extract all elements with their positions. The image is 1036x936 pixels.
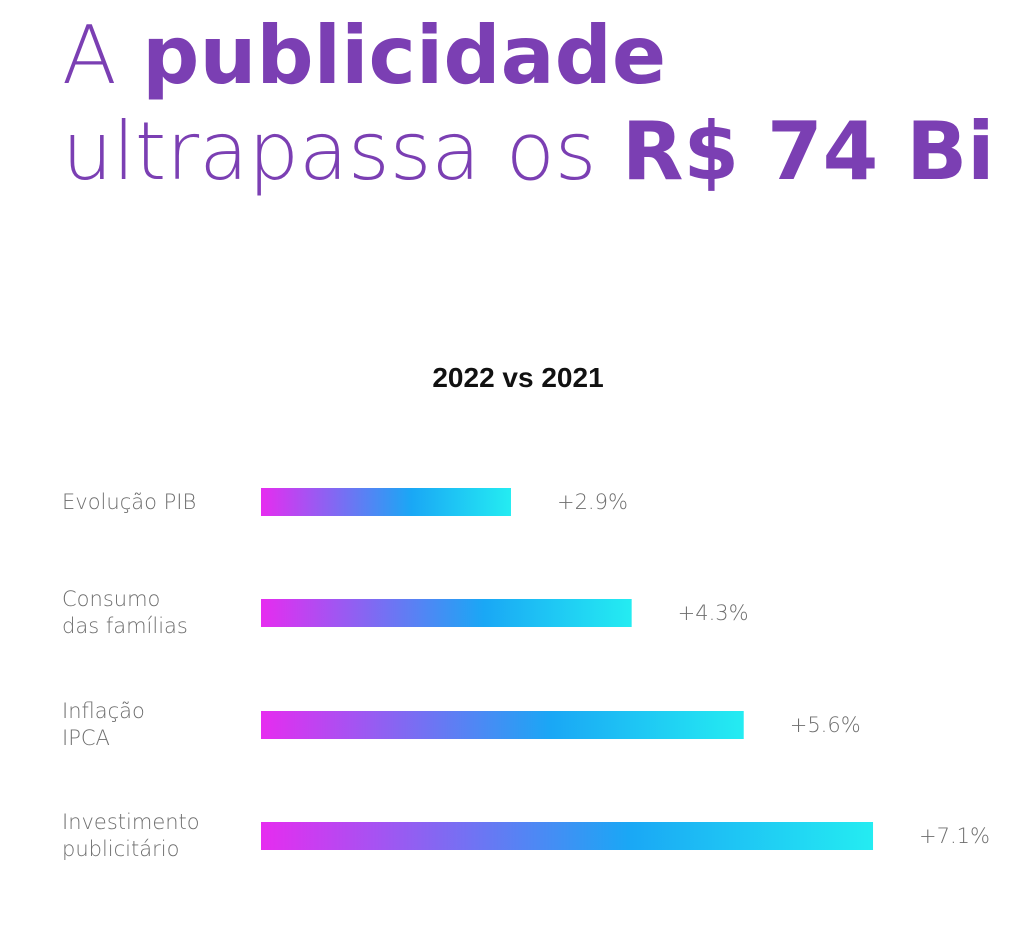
value-label-3: +7.1% xyxy=(919,823,990,848)
bar-3 xyxy=(261,822,874,850)
category-label-2: Inflação IPCA xyxy=(62,699,145,750)
bar-2 xyxy=(261,711,744,739)
bar-1 xyxy=(261,599,632,627)
headline-amount: R$ 74 Bi xyxy=(621,105,995,198)
headline: A publicidade ultrapassa os R$ 74 Bi xyxy=(62,8,995,200)
value-label-1: +4.3% xyxy=(677,600,749,625)
headline-word-ultrapassa: ultrapassa os xyxy=(62,105,597,198)
category-label-0: Evolução PIB xyxy=(62,489,197,514)
headline-line-2: ultrapassa os R$ 74 Bi xyxy=(62,104,995,200)
headline-word-publicidade: publicidade xyxy=(142,9,667,102)
category-label-1: Consumo das famílias xyxy=(62,587,188,638)
chart-title: 2022 vs 2021 xyxy=(432,362,604,393)
headline-word-a: A xyxy=(62,9,117,102)
value-label-2: +5.6% xyxy=(789,712,861,737)
category-label-3: Investimento publicitário xyxy=(62,810,200,861)
headline-line-1: A publicidade xyxy=(62,8,995,104)
bar-0 xyxy=(261,488,511,516)
value-label-0: +2.9% xyxy=(556,489,628,514)
